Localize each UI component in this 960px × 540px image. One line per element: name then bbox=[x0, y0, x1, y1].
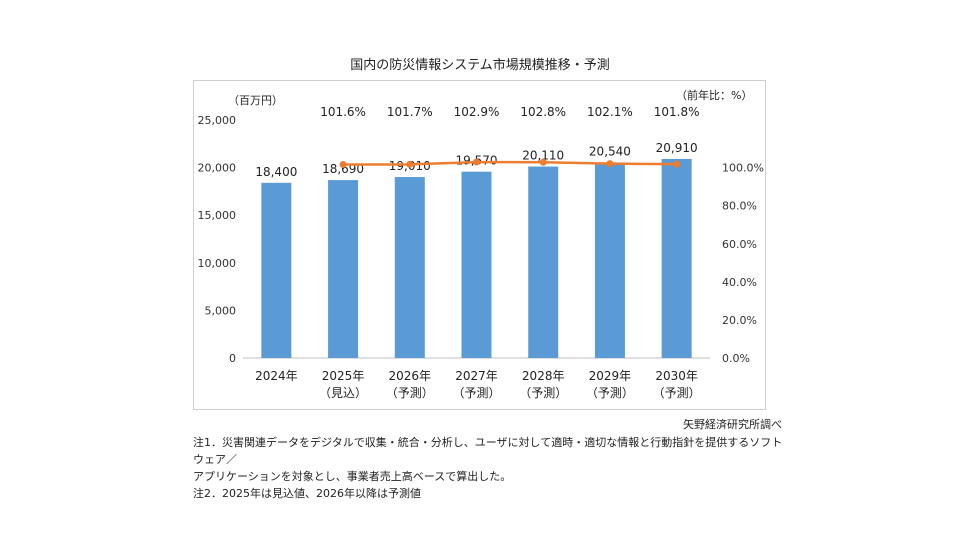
bar-value-label: 20,110 bbox=[522, 149, 564, 163]
x-category-year: 2030年 bbox=[655, 369, 698, 383]
right-tick-label: 20.0% bbox=[722, 314, 757, 327]
chart-title: 国内の防災情報システム市場規模推移・予測 bbox=[350, 58, 610, 73]
right-tick-label: 0.0% bbox=[722, 352, 750, 365]
footnote-line: 注1．災害関連データをデジタルで収集・統合・分析し、ユーザに対して適時・適切な情… bbox=[193, 436, 783, 466]
growth-value-label: 101.6% bbox=[320, 105, 366, 119]
right-axis-unit: （前年比：%） bbox=[676, 89, 753, 102]
bar-value-label: 18,400 bbox=[255, 165, 297, 179]
x-category-label: 2025年 （見込） bbox=[308, 368, 378, 402]
x-category-year: 2027年 bbox=[455, 369, 498, 383]
x-category-year: 2026年 bbox=[388, 369, 432, 383]
x-category-label: 2027年 （予測） bbox=[442, 368, 512, 402]
growth-value-label: 101.7% bbox=[387, 105, 433, 119]
footnote-line: アプリケーションを対象とし、事業者売上高ベースで算出した。 bbox=[193, 470, 512, 483]
left-tick-label: 0 bbox=[229, 352, 236, 365]
bar-value-label: 20,540 bbox=[589, 144, 631, 158]
left-tick-label: 20,000 bbox=[198, 162, 237, 175]
right-tick-label: 100.0% bbox=[722, 162, 764, 175]
growth-point bbox=[606, 160, 614, 168]
right-tick-label: 40.0% bbox=[722, 276, 757, 289]
x-category-note: （見込） bbox=[319, 386, 368, 400]
x-category-year: 2028年 bbox=[521, 369, 565, 383]
growth-point bbox=[339, 161, 347, 169]
x-category-note: （予測） bbox=[585, 386, 634, 400]
x-category-note: （予測） bbox=[519, 386, 568, 400]
x-category-year: 2024年 bbox=[255, 369, 298, 383]
x-category-note: （予測） bbox=[652, 386, 701, 400]
growth-point bbox=[673, 160, 681, 168]
bar bbox=[394, 177, 425, 358]
bar bbox=[461, 171, 492, 358]
right-tick-label: 80.0% bbox=[722, 200, 757, 213]
left-tick-label: 25,000 bbox=[198, 114, 237, 127]
left-tick-label: 10,000 bbox=[198, 257, 237, 270]
growth-point bbox=[406, 160, 414, 168]
x-category-label: 2024年 bbox=[241, 368, 311, 385]
x-category-year: 2029年 bbox=[588, 369, 632, 383]
growth-point bbox=[473, 158, 480, 166]
bar bbox=[528, 166, 559, 358]
x-category-label: 2026年 （予測） bbox=[375, 368, 445, 402]
growth-value-label: 102.8% bbox=[520, 105, 566, 119]
right-tick-label: 60.0% bbox=[722, 238, 757, 251]
bar bbox=[661, 158, 692, 358]
footnotes: 注1．災害関連データをデジタルで収集・統合・分析し、ユーザに対して適時・適切な情… bbox=[193, 434, 793, 502]
x-category-label: 2029年 （予測） bbox=[575, 368, 645, 402]
growth-line bbox=[343, 160, 677, 166]
x-category-note: （予測） bbox=[385, 386, 434, 400]
footnote-line: 注2．2025年は見込値、2026年以降は予測値 bbox=[193, 487, 421, 500]
left-axis-unit: （百万円） bbox=[228, 94, 283, 107]
x-category-label: 2030年 （予測） bbox=[642, 368, 712, 402]
bar bbox=[261, 182, 292, 358]
growth-value-label: 101.8% bbox=[654, 105, 700, 119]
bar bbox=[594, 162, 625, 358]
chart-frame bbox=[193, 80, 766, 410]
x-category-note: （予測） bbox=[452, 386, 501, 400]
growth-point bbox=[539, 158, 547, 166]
left-tick-label: 15,000 bbox=[198, 209, 237, 222]
growth-value-label: 102.9% bbox=[454, 105, 500, 119]
left-tick-label: 5,000 bbox=[205, 304, 237, 317]
bar bbox=[328, 180, 359, 358]
growth-value-label: 102.1% bbox=[587, 105, 633, 119]
bar-value-label: 20,910 bbox=[656, 141, 698, 155]
source-credit: 矢野経済研究所調べ bbox=[683, 418, 782, 431]
x-category-label: 2028年 （予測） bbox=[508, 368, 578, 402]
x-category-year: 2025年 bbox=[321, 369, 365, 383]
